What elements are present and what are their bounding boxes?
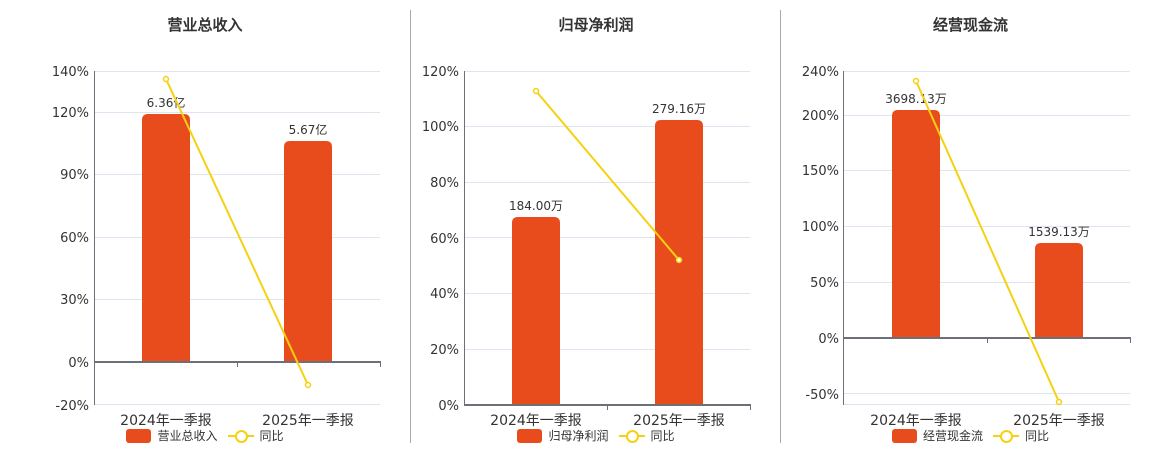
yoy-point (162, 75, 170, 83)
grid-lines (465, 71, 750, 350)
legend-line-label[interactable]: 同比 (259, 429, 284, 443)
y-tick: -20% (55, 399, 89, 414)
yoy-line (165, 78, 309, 386)
legend-line-label[interactable]: 同比 (650, 429, 675, 443)
yoy-line (915, 80, 1060, 403)
x-category-label: 2024年一季报 (870, 413, 962, 429)
grid-lines (95, 71, 380, 405)
bar-2024 (142, 114, 190, 362)
y-tick: 240% (802, 65, 839, 80)
y-tick: 200% (802, 109, 839, 124)
y-tick: 150% (802, 164, 839, 179)
y-tick: 40% (430, 287, 459, 302)
bar-value-label: 3698.13万 (885, 92, 947, 106)
x-category-label: 2024年一季报 (120, 413, 212, 429)
legend-bar-swatch[interactable] (891, 428, 917, 443)
yoy-point (304, 381, 312, 389)
chart-plot: 240% 200% 150% 100% 50% 0% -50% 3698.13万… (802, 65, 1131, 429)
yoy-point (1055, 398, 1063, 406)
y-tick: 100% (802, 220, 839, 235)
bar-value-label: 279.16万 (652, 102, 706, 116)
legend-bar-label[interactable]: 营业总收入 (157, 429, 218, 443)
x-category-label: 2025年一季报 (262, 413, 354, 429)
y-tick-labels: 120% 100% 80% 60% 40% 20% 0% (422, 65, 459, 414)
legend-line-icon[interactable] (618, 429, 645, 443)
panel-divider (780, 10, 781, 443)
y-tick: 60% (430, 232, 459, 247)
y-tick: 50% (810, 276, 839, 291)
y-tick: 140% (52, 65, 89, 80)
chart-panel-revenue: 营业总收入 140% 120% 90% 60% 30% 0% -20% (0, 0, 410, 450)
panel-divider (410, 10, 411, 443)
legend-bar-swatch[interactable] (517, 428, 543, 443)
bar-value-label: 5.67亿 (289, 122, 328, 137)
y-tick: 80% (430, 176, 459, 191)
y-tick: 0% (68, 356, 89, 371)
y-tick: 0% (818, 332, 839, 347)
legend: 营业总收入 同比 (0, 427, 410, 444)
legend-line-icon[interactable] (993, 429, 1019, 443)
yoy-line (535, 90, 680, 261)
bar-2025 (1035, 243, 1083, 338)
bar-value-label: 1539.13万 (1028, 225, 1090, 239)
y-tick-labels: 140% 120% 90% 60% 30% 0% -20% (52, 65, 89, 414)
yoy-point (532, 87, 540, 95)
y-tick: 60% (60, 231, 89, 246)
yoy-point (675, 256, 683, 264)
y-tick: 90% (60, 168, 89, 183)
chart-title: 营业总收入 (167, 16, 243, 34)
yoy-point (912, 77, 920, 85)
y-tick: 100% (422, 120, 459, 135)
chart-panel-net-profit: 归母净利润 120% 100% 80% 60% 40% 20% 0% 184.0… (411, 0, 781, 450)
legend-line-icon[interactable] (227, 429, 254, 443)
chart-panel-operating-cashflow: 经营现金流 240% 200% 150% 100% 50% 0% -50% 36… (781, 0, 1160, 450)
bar-2025 (284, 141, 332, 362)
legend: 归母净利润 同比 (411, 427, 781, 444)
chart-title: 归母净利润 (558, 16, 634, 34)
x-category-label: 2025年一季报 (1013, 413, 1105, 429)
legend: 经营现金流 同比 (781, 427, 1160, 444)
bar-value-label: 184.00万 (509, 199, 563, 213)
y-tick: -50% (805, 388, 839, 403)
legend-line-label[interactable]: 同比 (1025, 429, 1050, 443)
chart-plot: 120% 100% 80% 60% 40% 20% 0% 184.00万 279… (422, 65, 751, 429)
chart-plot: 140% 120% 90% 60% 30% 0% -20% 6.36亿 5.67… (52, 65, 381, 429)
chart-title: 经营现金流 (932, 16, 1008, 34)
grid-lines (844, 71, 1130, 405)
y-tick-labels: 240% 200% 150% 100% 50% 0% -50% (802, 65, 839, 403)
bar-2024 (512, 217, 560, 405)
y-tick: 30% (60, 293, 89, 308)
x-category-label: 2024年一季报 (490, 413, 582, 429)
legend-bar-label[interactable]: 归母净利润 (548, 429, 609, 443)
y-tick: 0% (438, 399, 459, 414)
y-tick: 20% (430, 343, 459, 358)
legend-bar-label[interactable]: 经营现金流 (922, 429, 983, 443)
y-tick: 120% (422, 65, 459, 80)
bar-2024 (892, 110, 940, 338)
y-tick: 120% (52, 106, 89, 121)
x-category-label: 2025年一季报 (633, 413, 725, 429)
legend-bar-swatch[interactable] (126, 428, 152, 443)
